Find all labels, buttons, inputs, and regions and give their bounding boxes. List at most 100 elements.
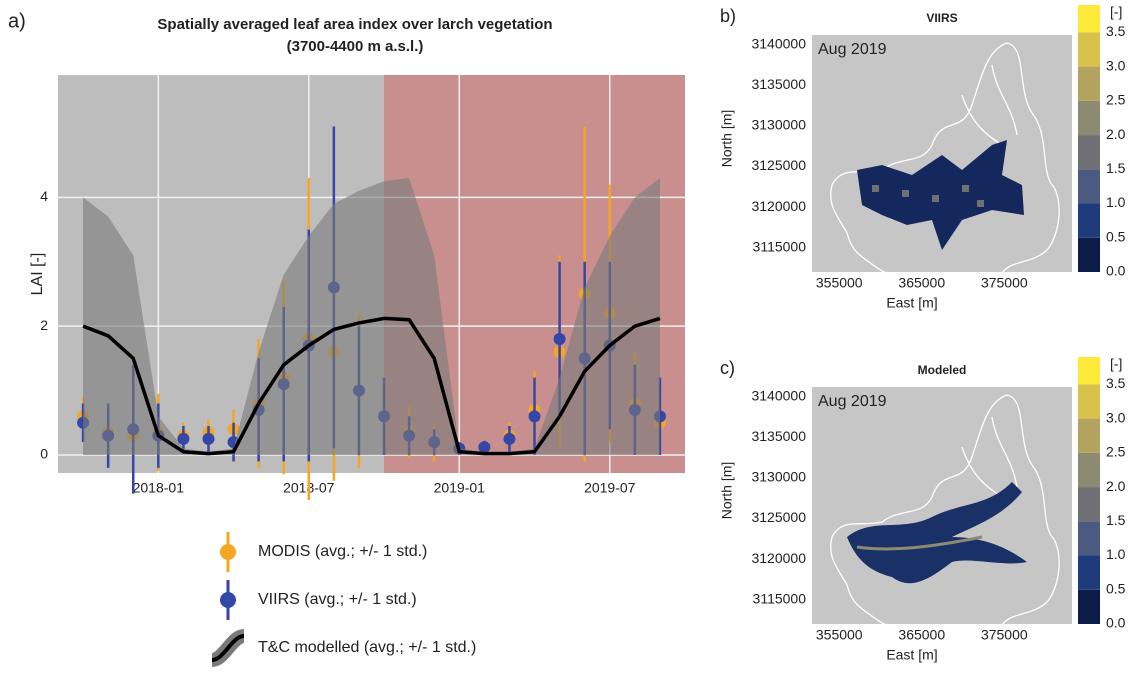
y-tick-label: 0 [40,446,48,462]
lai-pixel [872,185,879,192]
y-axis-label: North [m] [719,110,735,168]
colorbar-tick-label: 0.0 [1106,615,1126,631]
colorbar-segment [1078,237,1100,272]
data-point [177,432,190,445]
colorbar-segment [1078,418,1100,453]
y-tick-label: 3125000 [751,509,806,525]
colorbar-tick-label: 3.0 [1106,409,1126,425]
y-axis-label: LAI [-] [29,253,46,296]
x-tick-label: 375000 [981,627,1028,643]
colorbar-segment [1078,555,1100,590]
legend-label: T&C modelled (avg.; +/- 1 std.) [258,639,476,656]
chart-subtitle: (3700-4400 m a.s.l.) [287,38,424,55]
contour-outline [830,42,1060,289]
map-content [830,394,1060,641]
lai-pixel [977,200,984,207]
map-annotation: Aug 2019 [818,393,887,410]
y-tick-label: 3115000 [753,238,807,254]
map-content [830,42,1060,289]
y-tick-label: 2 [40,317,48,333]
colorbar-segment [1078,66,1100,101]
colorbar-segment [1078,452,1100,488]
colorbar-tick-label: 3.5 [1106,23,1126,39]
y-tick-label: 3115000 [753,590,807,606]
lai-pixel [962,185,969,192]
map-title: VIIRS [926,11,957,25]
data-point [553,333,566,346]
lai-pixels [847,482,1027,584]
std-band [83,178,660,455]
contour-outline [830,394,1060,641]
x-tick-label: 2019-07 [584,480,636,496]
map-title: Modeled [918,363,967,377]
y-tick-label: 3135000 [751,76,806,92]
colorbar-tick-label: 0.5 [1106,580,1126,596]
legend-symbol [220,592,236,608]
data-point [528,410,541,423]
y-tick-label: 3130000 [751,117,806,133]
colorbar-segment [1078,357,1100,385]
lai-pixels [857,140,1024,250]
colorbar-label: [-] [1110,4,1122,20]
y-tick-label: 3140000 [751,387,806,403]
x-tick-label: 355000 [816,275,863,291]
colorbar-tick-label: 2.5 [1106,92,1126,108]
colorbar-segment [1078,487,1100,522]
x-tick-label: 365000 [898,627,945,643]
colorbar-segment [1078,5,1100,33]
panel-label: b) [720,6,736,26]
y-tick-label: 3125000 [751,157,806,173]
legend-label: MODIS (avg.; +/- 1 std.) [258,543,427,560]
colorbar-segment [1078,135,1100,170]
y-tick-label: 3135000 [751,428,806,444]
colorbar-segment [1078,203,1100,238]
data-point [478,441,491,454]
colorbar-tick-label: 1.5 [1106,160,1126,176]
map-background [812,387,1072,624]
y-tick-label: 3120000 [751,550,806,566]
x-tick-label: 365000 [898,275,945,291]
data-point [202,432,215,445]
y-tick-label: 3140000 [751,35,806,51]
lai-pixel [902,190,909,197]
x-axis-label: East [m] [886,647,937,663]
colorbar-tick-label: 1.5 [1106,512,1126,528]
x-tick-label: 2018-01 [133,480,185,496]
colorbar-tick-label: 1.0 [1106,194,1126,210]
colorbar-segment [1078,100,1100,136]
y-tick-label: 4 [40,188,48,204]
colorbar-tick-label: 3.0 [1106,57,1126,73]
colorbar-segment [1078,169,1100,204]
colorbar-segment [1078,384,1100,419]
y-tick-label: 3120000 [751,198,806,214]
colorbar-segment [1078,589,1100,624]
legend-symbol [211,634,245,662]
colorbar-tick-label: 0.5 [1106,228,1126,244]
colorbar-label: [-] [1110,356,1122,372]
map-annotation: Aug 2019 [818,41,887,58]
legend-symbol [220,544,236,560]
colorbar-tick-label: 2.5 [1106,444,1126,460]
mean-line [82,316,661,456]
colorbar-segment [1078,32,1100,67]
x-tick-label: 375000 [981,275,1028,291]
x-tick-label: 355000 [816,627,863,643]
colorbar-segment [1078,521,1100,556]
colorbar-tick-label: 1.0 [1106,546,1126,562]
y-axis-label: North [m] [719,462,735,520]
colorbar-tick-label: 2.0 [1106,126,1126,142]
colorbar-tick-label: 3.5 [1106,375,1126,391]
lai-streak [856,535,983,551]
chart-title: Spatially averaged leaf area index over … [157,16,552,33]
panel-label: c) [720,358,735,378]
legend-label: VIIRS (avg.; +/- 1 std.) [258,591,417,608]
colorbar-tick-label: 2.0 [1106,478,1126,494]
y-tick-label: 3130000 [751,469,806,485]
panel-label: a) [8,10,26,32]
x-tick-label: 2019-01 [434,480,486,496]
colorbar-tick-label: 0.0 [1106,263,1126,279]
x-axis-label: East [m] [886,295,937,311]
data-point [503,432,516,445]
